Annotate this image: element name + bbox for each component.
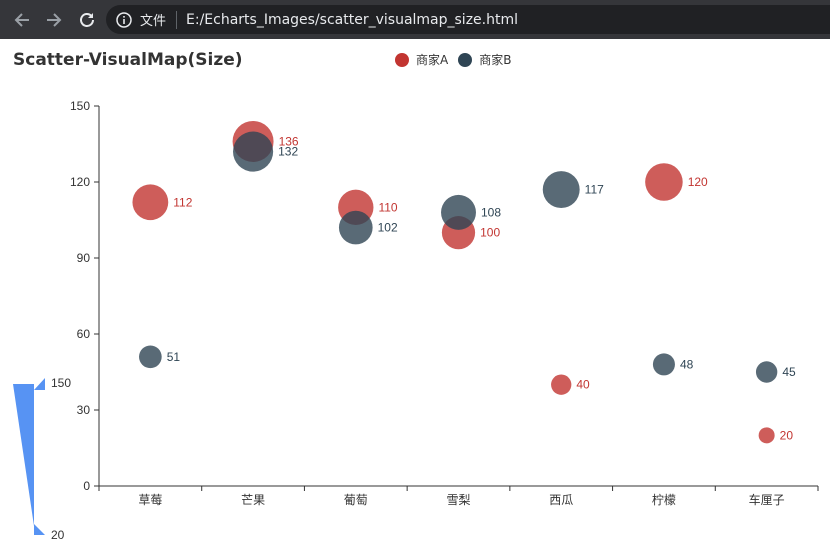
visualmap-bar[interactable]	[13, 384, 34, 526]
scatter-point[interactable]	[233, 131, 274, 172]
x-axis-tick-label: 葡萄	[344, 493, 368, 507]
scatter-point[interactable]	[139, 345, 162, 369]
data-label: 108	[481, 205, 501, 219]
y-axis-tick-label: 60	[77, 327, 91, 341]
scatter-point[interactable]	[652, 353, 675, 376]
data-label: 110	[378, 200, 397, 214]
visualmap-max-handle[interactable]	[34, 378, 45, 390]
x-axis-tick-label: 车厘子	[749, 492, 785, 507]
site-info-label[interactable]: 文件	[140, 14, 167, 29]
scatter-point[interactable]	[645, 163, 683, 201]
data-label: 112	[173, 195, 192, 209]
legend-item-series-a[interactable]: 商家A	[395, 51, 448, 68]
data-label: 51	[167, 350, 181, 364]
reload-icon[interactable]	[76, 9, 98, 31]
data-label: 120	[688, 175, 708, 189]
scatter-point[interactable]	[758, 427, 775, 444]
data-label: 100	[480, 226, 500, 240]
chart-title: Scatter-VisualMap(Size)	[13, 50, 243, 70]
x-axis-tick-label: 草莓	[138, 493, 162, 507]
data-label: 102	[378, 221, 398, 235]
legend-marker-series-b	[458, 52, 473, 67]
x-axis-tick-label: 柠檬	[652, 492, 676, 507]
scatter-point[interactable]	[551, 374, 572, 395]
legend-label-series-a: 商家A	[416, 53, 449, 67]
x-axis-tick-label: 芒果	[241, 492, 265, 507]
visualmap-max-label: 150	[51, 376, 72, 390]
scatter-point[interactable]	[338, 210, 373, 245]
x-axis-tick-label: 雪梨	[446, 493, 470, 507]
back-arrow-icon[interactable]	[11, 9, 33, 31]
scatter-point[interactable]	[441, 194, 476, 230]
x-axis-tick-label: 西瓜	[549, 493, 573, 507]
legend-marker-series-a	[395, 52, 409, 67]
scatter-point[interactable]	[755, 361, 778, 383]
scatter-chart: 0 30 60 90 120 150 草莓 芒果 葡萄 雪梨 西瓜 柠檬 车厘子 112 136 110 100…	[13, 99, 819, 535]
scatter-point[interactable]	[542, 171, 580, 209]
scatter-point[interactable]	[132, 184, 169, 221]
info-icon[interactable]	[116, 11, 132, 28]
y-axis-tick-label: 150	[70, 99, 90, 113]
data-label: 40	[576, 378, 590, 392]
y-axis-tick-label: 30	[77, 403, 91, 417]
address-bar[interactable]: 文件 E:/Echarts_Images/scatter_visualmap_s…	[106, 5, 830, 34]
legend-label-series-b: 商家B	[479, 53, 512, 67]
data-label: 117	[585, 183, 604, 197]
legend: 商家A 商家B	[395, 51, 521, 68]
data-label: 136	[279, 134, 299, 148]
y-axis-tick-label: 0	[83, 479, 90, 493]
y-axis-tick-label: 120	[70, 175, 90, 189]
visualmap-min-handle[interactable]	[34, 524, 45, 535]
data-label: 48	[680, 357, 694, 371]
data-label: 45	[782, 365, 796, 379]
page-content: 0 30 60 90 120 150 草莓 芒果 葡萄 雪梨 西瓜 柠檬 车厘子 112 136 110 100…	[0, 39, 830, 546]
data-label: 20	[780, 428, 794, 442]
address-separator	[176, 10, 178, 29]
y-axis-tick-label: 90	[77, 251, 91, 265]
visualmap-min-label: 20	[51, 528, 65, 542]
browser-toolbar: 文件 E:/Echarts_Images/scatter_visualmap_s…	[0, 0, 830, 39]
data-label: 132	[278, 145, 298, 159]
url-text[interactable]: E:/Echarts_Images/scatter_visualmap_size…	[186, 11, 519, 28]
legend-item-series-b[interactable]: 商家B	[458, 51, 511, 68]
forward-arrow-icon[interactable]	[43, 9, 65, 31]
